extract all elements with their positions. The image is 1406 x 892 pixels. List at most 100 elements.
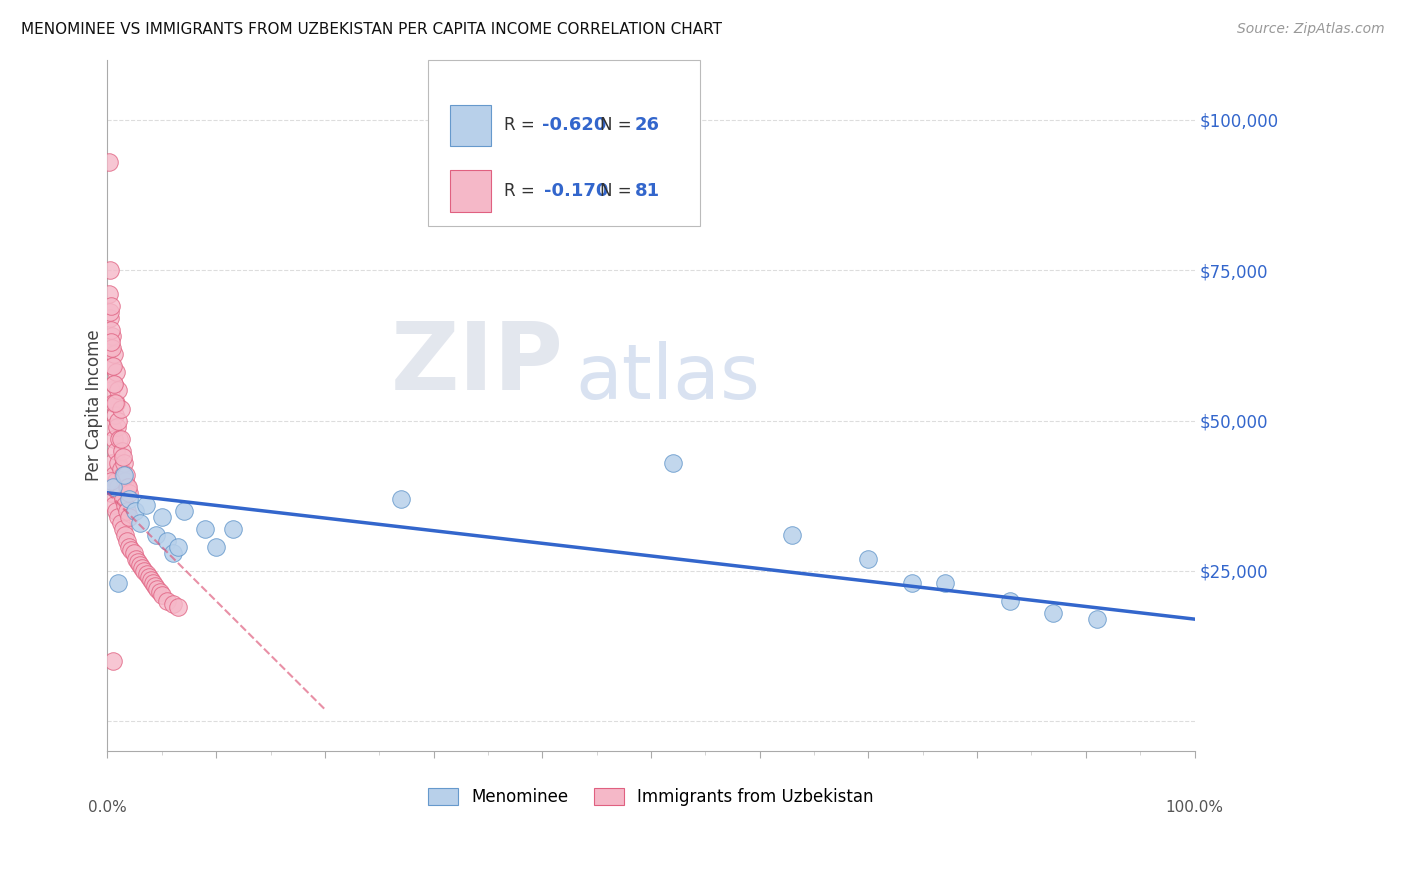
Point (98, 342, 121, 356)
Point (167, 540, 190, 554)
Point (97, 154, 120, 169)
Text: MENOMINEE VS IMMIGRANTS FROM UZBEKISTAN PER CAPITA INCOME CORRELATION CHART: MENOMINEE VS IMMIGRANTS FROM UZBEKISTAN … (21, 22, 723, 37)
Point (145, 528, 167, 542)
Point (100, 474, 122, 488)
Point (98, 311, 121, 326)
FancyBboxPatch shape (450, 170, 491, 211)
Point (101, 359, 124, 374)
Point (156, 594, 179, 608)
FancyBboxPatch shape (450, 104, 491, 146)
Point (156, 533, 179, 548)
Point (111, 491, 134, 506)
Point (101, 395, 124, 409)
Point (167, 600, 190, 615)
Text: R =: R = (505, 182, 546, 200)
Point (103, 498, 125, 512)
Point (111, 450, 134, 464)
Point (782, 528, 804, 542)
Point (110, 516, 132, 530)
Point (162, 546, 184, 560)
Point (125, 552, 148, 566)
Point (162, 597, 184, 611)
Point (111, 522, 134, 536)
Point (103, 377, 125, 392)
Point (111, 443, 134, 458)
Point (142, 576, 165, 591)
Point (998, 594, 1021, 608)
Text: 81: 81 (634, 182, 659, 200)
Point (110, 485, 132, 500)
Point (108, 432, 131, 446)
Point (389, 491, 412, 506)
Point (103, 377, 125, 392)
Point (115, 504, 138, 518)
Point (105, 419, 128, 434)
Point (117, 480, 139, 494)
Point (98, 263, 121, 277)
Point (110, 401, 132, 416)
Point (112, 456, 135, 470)
Point (221, 522, 243, 536)
Point (1085, 612, 1108, 626)
Point (194, 522, 217, 536)
Point (135, 498, 157, 512)
Point (120, 543, 142, 558)
Point (122, 546, 145, 560)
Point (118, 509, 141, 524)
Point (107, 576, 129, 591)
Point (858, 552, 880, 566)
Point (98, 305, 121, 319)
Point (149, 585, 172, 599)
Point (105, 395, 128, 409)
Point (139, 573, 162, 587)
Point (150, 509, 173, 524)
Point (114, 528, 136, 542)
Point (100, 485, 122, 500)
Text: 0.0%: 0.0% (89, 800, 127, 815)
Point (112, 467, 135, 482)
Point (661, 456, 683, 470)
Point (129, 558, 152, 572)
Point (118, 540, 141, 554)
Text: Source: ZipAtlas.com: Source: ZipAtlas.com (1237, 22, 1385, 37)
Point (173, 504, 195, 518)
Point (101, 342, 124, 356)
Point (107, 384, 129, 398)
Point (134, 564, 156, 578)
Point (103, 347, 125, 361)
Point (107, 414, 129, 428)
Text: atlas: atlas (575, 341, 759, 415)
Point (107, 480, 129, 494)
Point (115, 533, 138, 548)
Y-axis label: Per Capita Income: Per Capita Income (86, 330, 103, 482)
Point (101, 419, 124, 434)
Text: ZIP: ZIP (391, 318, 564, 410)
Point (115, 467, 138, 482)
Point (101, 456, 124, 470)
Point (127, 555, 149, 569)
Point (124, 504, 146, 518)
Point (114, 474, 136, 488)
Point (901, 576, 924, 591)
Point (105, 474, 128, 488)
Point (105, 504, 128, 518)
Point (100, 384, 122, 398)
Point (118, 485, 141, 500)
Point (146, 582, 169, 596)
Legend: Menominee, Immigrants from Uzbekistan: Menominee, Immigrants from Uzbekistan (422, 780, 880, 813)
Point (101, 654, 124, 668)
Point (135, 566, 157, 581)
Text: N =: N = (600, 116, 637, 135)
Point (114, 498, 136, 512)
Point (104, 395, 127, 409)
Point (129, 516, 152, 530)
Text: 26: 26 (634, 116, 659, 135)
Point (131, 561, 153, 575)
Text: -0.170: -0.170 (544, 182, 609, 200)
Point (138, 570, 160, 584)
Point (105, 366, 128, 380)
Point (110, 432, 132, 446)
Point (205, 540, 228, 554)
Point (110, 461, 132, 475)
Point (115, 480, 138, 494)
